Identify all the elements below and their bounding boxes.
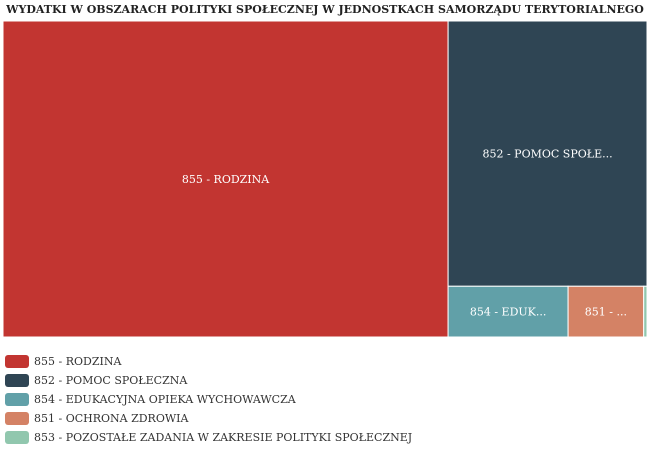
legend-label: 853 - POZOSTAŁE ZADANIA W ZAKRESIE POLIT…	[34, 431, 413, 444]
legend-label: 854 - EDUKACYJNA OPIEKA WYCHOWAWCZA	[34, 393, 296, 406]
legend-item-5[interactable]: 853 - POZOSTAŁE ZADANIA W ZAKRESIE POLIT…	[5, 428, 412, 447]
legend-swatch	[5, 431, 29, 444]
legend-item-1[interactable]: 855 - RODZINA	[5, 352, 412, 371]
treemap-tile-label-4: 851 - ...	[585, 306, 627, 319]
legend: 855 - RODZINA 852 - POMOC SPOŁECZNA 854 - …	[5, 352, 412, 447]
treemap-tile-label-2: 852 - POMOC SPOŁE...	[482, 148, 612, 161]
chart-title: WYDATKI W OBSZARACH POLITYKI SPOŁECZNEJ …	[6, 3, 644, 16]
legend-swatch	[5, 355, 29, 368]
legend-item-2[interactable]: 852 - POMOC SPOŁECZNA	[5, 371, 412, 390]
legend-label: 851 - OCHRONA ZDROWIA	[34, 412, 189, 425]
legend-swatch	[5, 412, 29, 425]
legend-swatch	[5, 393, 29, 406]
treemap-tile-5[interactable]	[643, 285, 648, 338]
legend-swatch	[5, 374, 29, 387]
legend-label: 852 - POMOC SPOŁECZNA	[34, 374, 188, 387]
legend-item-3[interactable]: 854 - EDUKACYJNA OPIEKA WYCHOWAWCZA	[5, 390, 412, 409]
treemap-chart: 855 - RODZINA 852 - POMOC SPOŁE... 854 - E…	[2, 20, 648, 338]
legend-item-4[interactable]: 851 - OCHRONA ZDROWIA	[5, 409, 412, 428]
treemap-tile-label-3: 854 - EDUK...	[470, 306, 547, 319]
treemap-tile-2[interactable]	[447, 20, 648, 287]
treemap-tile-label-1: 855 - RODZINA	[182, 173, 270, 186]
legend-label: 855 - RODZINA	[34, 355, 122, 368]
